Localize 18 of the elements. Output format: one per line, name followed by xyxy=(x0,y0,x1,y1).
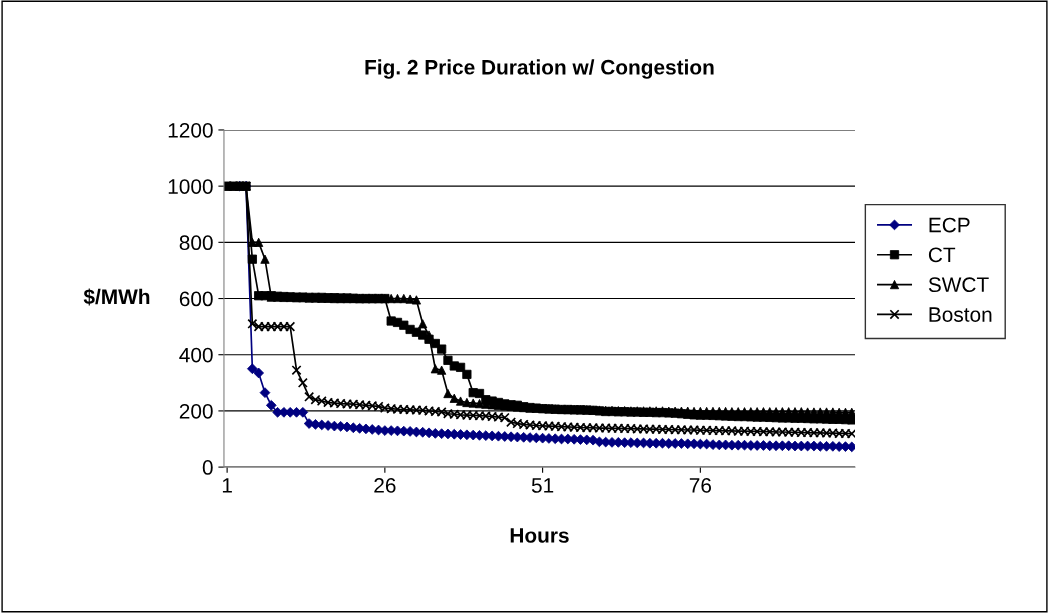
x-tick-label: 76 xyxy=(689,478,712,493)
y-tick-label: 0 xyxy=(202,460,213,475)
y-tick-label: 600 xyxy=(179,291,213,307)
legend-label: SWCT xyxy=(928,277,989,293)
x-tick-label: 26 xyxy=(374,478,396,493)
x-tick-label: 1 xyxy=(222,478,232,493)
x-axis-title: Hours xyxy=(510,528,569,543)
y-tick-label: 200 xyxy=(179,403,213,419)
y-axis-title: $/MWh xyxy=(83,288,150,306)
legend-label: Boston xyxy=(929,307,992,322)
y-tick-label: 1000 xyxy=(168,179,213,194)
x-tick-label: 51 xyxy=(531,478,554,493)
legend-label: CT xyxy=(928,247,956,263)
y-tick-label: 1200 xyxy=(168,122,213,138)
chart-title: Fig. 2 Price Duration w/ Congestion xyxy=(365,59,714,79)
y-tick-label: 800 xyxy=(179,235,213,251)
legend-label: ECP xyxy=(929,217,970,233)
y-tick-label: 400 xyxy=(179,347,213,363)
